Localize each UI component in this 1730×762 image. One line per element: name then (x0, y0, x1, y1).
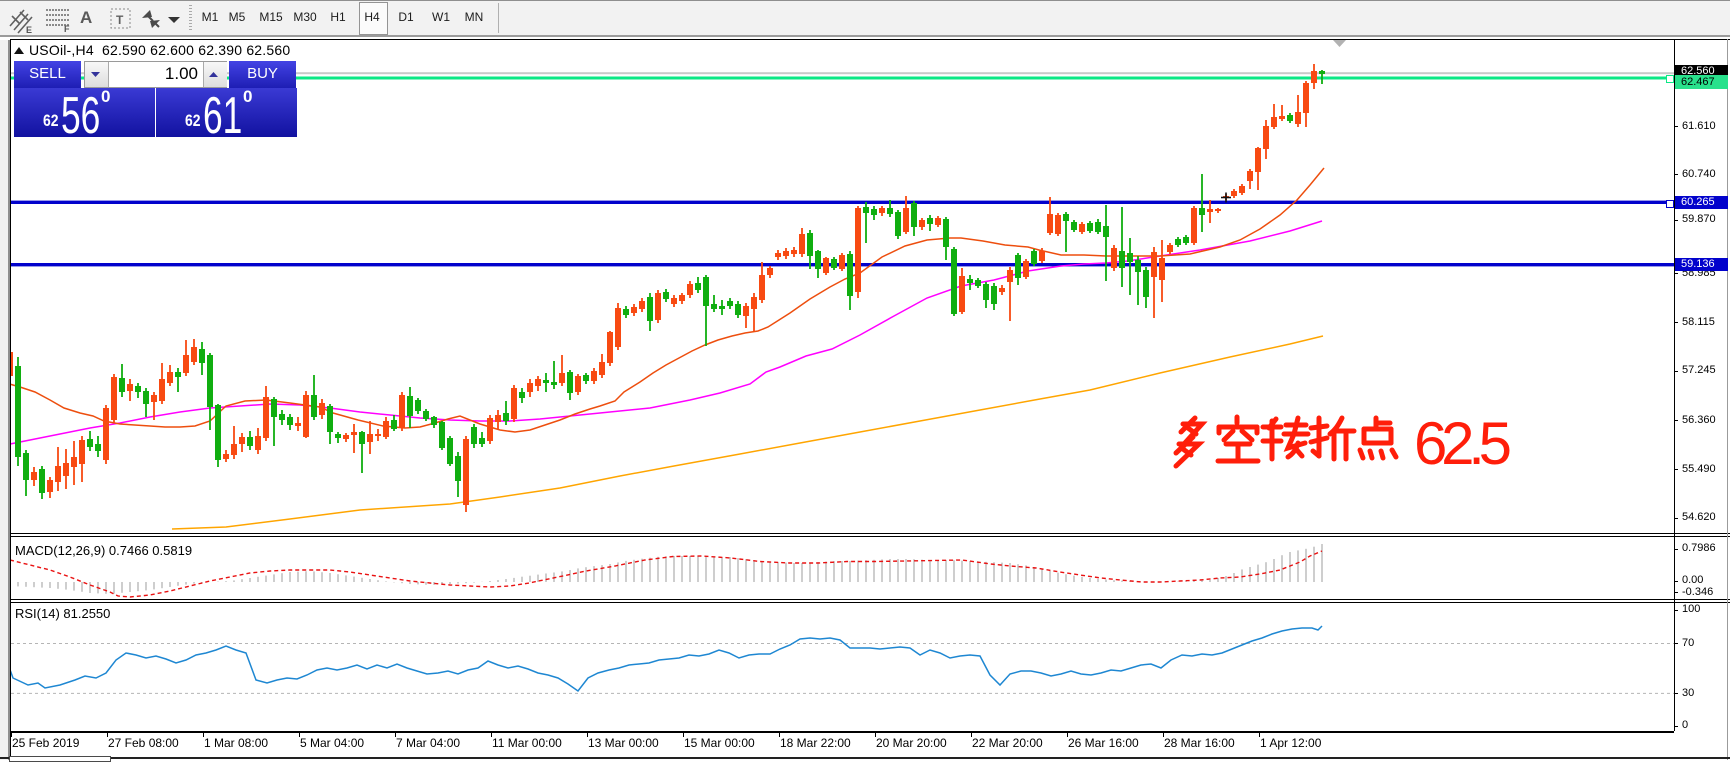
svg-text:F: F (64, 24, 70, 33)
svg-text:62.5: 62.5 (1414, 410, 1512, 477)
svg-text:T: T (116, 13, 124, 27)
svg-text:E: E (26, 25, 32, 34)
